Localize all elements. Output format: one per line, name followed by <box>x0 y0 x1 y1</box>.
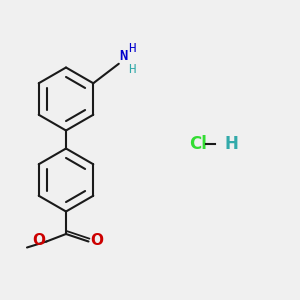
Text: O: O <box>90 233 103 248</box>
Text: H: H <box>128 42 136 55</box>
Text: N: N <box>120 49 128 63</box>
Text: H: H <box>225 135 239 153</box>
Text: O: O <box>32 233 45 248</box>
Text: H: H <box>128 63 136 76</box>
Text: Cl: Cl <box>189 135 207 153</box>
